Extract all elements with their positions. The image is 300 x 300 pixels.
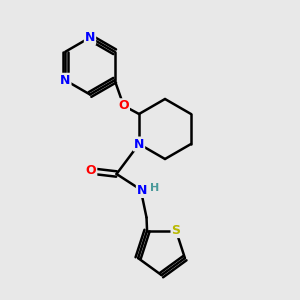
Text: O: O — [86, 164, 96, 178]
Text: O: O — [118, 99, 129, 112]
Text: N: N — [134, 137, 144, 151]
Text: N: N — [137, 184, 147, 197]
Text: N: N — [60, 74, 70, 87]
Text: S: S — [172, 224, 181, 237]
Text: N: N — [85, 31, 95, 44]
Text: H: H — [150, 183, 159, 193]
